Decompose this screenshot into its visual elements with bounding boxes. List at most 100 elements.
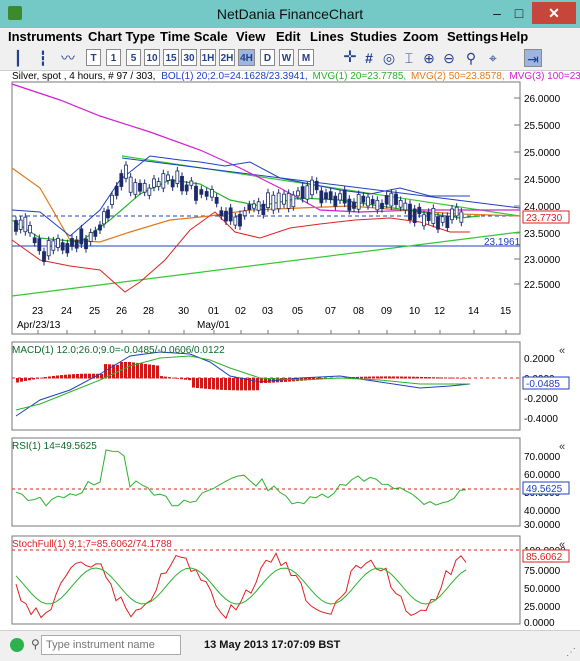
timeframe-15m-button[interactable]: 15 bbox=[163, 49, 179, 66]
timeframe-tick-button[interactable]: T bbox=[86, 49, 101, 66]
macd-histogram-bar bbox=[396, 376, 399, 379]
macd-histogram-bar bbox=[76, 373, 79, 379]
candle-body bbox=[102, 211, 106, 225]
candle-body bbox=[242, 210, 247, 217]
macd-histogram-bar bbox=[96, 373, 99, 379]
timeframe-1m-button[interactable]: 1 bbox=[106, 49, 121, 66]
macd-histogram-bar bbox=[184, 378, 187, 380]
main-header-text: Silver, spot , 4 hours, # 97 / 303, BOL(… bbox=[12, 71, 580, 82]
macd-histogram-bar bbox=[84, 373, 87, 379]
menu-chart-type[interactable]: Chart Type bbox=[88, 29, 155, 44]
timeframe-30m-button[interactable]: 30 bbox=[181, 49, 197, 66]
main-price-tag: 23.7730 bbox=[522, 210, 570, 224]
macd-histogram-bar bbox=[264, 378, 267, 383]
timeframe-month-button[interactable]: M bbox=[298, 49, 314, 66]
timeframe-day-button[interactable]: D bbox=[260, 49, 275, 66]
candle-body bbox=[133, 182, 138, 195]
stoch-collapse-icon[interactable]: « bbox=[559, 539, 565, 551]
menu-settings[interactable]: Settings bbox=[447, 29, 499, 44]
candle-body bbox=[128, 176, 133, 193]
macd-histogram-bar bbox=[392, 376, 395, 379]
candle-body bbox=[319, 190, 324, 204]
zoom-out-icon[interactable]: ⊖ bbox=[443, 50, 455, 66]
candle-body bbox=[14, 220, 18, 232]
candle-body bbox=[204, 191, 209, 197]
macd-histogram-bar bbox=[132, 362, 135, 379]
search-icon[interactable]: ⚲ bbox=[465, 50, 477, 66]
menu-edit[interactable]: Edit bbox=[276, 29, 301, 44]
menu-zoom[interactable]: Zoom bbox=[403, 29, 439, 44]
macd-histogram-bar bbox=[232, 378, 235, 391]
candle-body bbox=[412, 208, 417, 224]
candle-body bbox=[189, 180, 194, 186]
resize-grip-icon[interactable]: ⋰ bbox=[566, 647, 576, 658]
menu-view[interactable]: View bbox=[236, 29, 266, 44]
pin-icon[interactable]: ⌶ bbox=[404, 50, 414, 66]
window-title: NetDania FinanceChart bbox=[216, 6, 364, 22]
menu-time-scale[interactable]: Time Scale bbox=[160, 29, 228, 44]
candle-body bbox=[32, 237, 37, 244]
candle-body bbox=[261, 203, 266, 215]
menu-help[interactable]: Help bbox=[500, 29, 529, 44]
macd-line bbox=[15, 351, 471, 417]
main-xlabel: 30 bbox=[178, 306, 190, 317]
bollinger-upper bbox=[11, 155, 470, 237]
grid-icon[interactable]: # bbox=[365, 50, 373, 66]
candle-body bbox=[199, 189, 204, 195]
main-xlabel: 08 bbox=[353, 306, 365, 317]
macd-histogram-bar bbox=[464, 377, 467, 379]
minimize-button[interactable]: – bbox=[493, 5, 501, 21]
candle-body bbox=[247, 204, 252, 210]
candle-body bbox=[161, 173, 166, 189]
mvg-100-line bbox=[11, 83, 520, 213]
candle-body bbox=[282, 193, 286, 205]
macd-histogram-bar bbox=[448, 377, 451, 379]
macd-histogram-bar bbox=[216, 378, 219, 390]
candle-body bbox=[106, 209, 110, 219]
date-label-apr: Apr/23/13 bbox=[17, 320, 61, 331]
candle-body bbox=[431, 208, 436, 224]
bar-chart-icon[interactable]: ┃ bbox=[13, 50, 23, 66]
pin-toggle-icon[interactable]: ⇥ bbox=[524, 49, 542, 67]
menu-instruments[interactable]: Instruments bbox=[8, 29, 83, 44]
instrument-search-input[interactable] bbox=[41, 635, 181, 655]
timeframe-10m-button[interactable]: 10 bbox=[144, 49, 160, 66]
macd-histogram-bar bbox=[360, 376, 363, 379]
macd-histogram-bar bbox=[92, 373, 95, 379]
line-chart-icon[interactable]: 〰 bbox=[61, 50, 75, 66]
maximize-button[interactable]: □ bbox=[514, 5, 524, 21]
timeframe-2h-button[interactable]: 2H bbox=[219, 49, 235, 66]
candle-body bbox=[347, 198, 352, 211]
zoom-in-icon[interactable]: ⊕ bbox=[423, 50, 435, 66]
macd-histogram-bar bbox=[224, 378, 227, 391]
rsi-panel-frame bbox=[11, 437, 521, 527]
menu-studies[interactable]: Studies bbox=[350, 29, 397, 44]
candle-body bbox=[403, 202, 408, 211]
candle-body bbox=[114, 185, 119, 196]
candle-body bbox=[37, 238, 42, 252]
timeframe-1h-button[interactable]: 1H bbox=[200, 49, 216, 66]
candlestick-icon[interactable]: ┇ bbox=[38, 50, 48, 66]
close-button[interactable]: ✕ bbox=[532, 2, 576, 24]
candle-body bbox=[300, 186, 305, 199]
macd-histogram-bar bbox=[160, 376, 163, 379]
eye-icon[interactable]: ◎ bbox=[382, 50, 396, 66]
menu-lines[interactable]: Lines bbox=[310, 29, 344, 44]
candle-body bbox=[228, 207, 233, 222]
indicator-icon[interactable]: ⌖ bbox=[489, 50, 497, 66]
macd-histogram-bar bbox=[188, 378, 191, 381]
macd-histogram-bar bbox=[248, 378, 251, 391]
main-ylabel: 26.0000 bbox=[524, 94, 561, 105]
crosshair-icon[interactable]: ✛ bbox=[343, 49, 357, 66]
timeframe-4h-button[interactable]: 4H bbox=[238, 49, 255, 66]
timeframe-week-button[interactable]: W bbox=[279, 49, 294, 66]
candle-body bbox=[93, 230, 98, 237]
macd-histogram-bar bbox=[64, 374, 67, 379]
timeframe-5m-button[interactable]: 5 bbox=[126, 49, 141, 66]
rsi-collapse-icon[interactable]: « bbox=[559, 441, 565, 453]
macd-histogram-bar bbox=[196, 378, 199, 388]
macd-collapse-icon[interactable]: « bbox=[559, 345, 565, 357]
macd-histogram-bar bbox=[220, 378, 223, 390]
rsi-ylabel: 60.0000 bbox=[524, 470, 561, 481]
macd-histogram-bar bbox=[112, 364, 115, 379]
